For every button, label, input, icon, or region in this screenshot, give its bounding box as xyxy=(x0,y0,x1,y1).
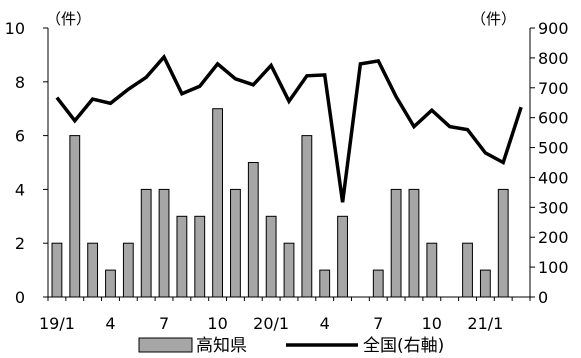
left-tick-label: 8 xyxy=(15,73,25,92)
right-tick-label: 400 xyxy=(538,168,569,187)
left-tick-label: 10 xyxy=(5,19,25,38)
bar xyxy=(283,242,295,298)
bar xyxy=(337,215,348,298)
bar xyxy=(462,242,473,298)
bar xyxy=(247,162,259,298)
legend-label-national: 全国(右軸) xyxy=(363,336,444,356)
bar-series-kochi xyxy=(51,108,509,298)
bar xyxy=(230,188,241,298)
right-tick-label: 200 xyxy=(538,228,569,247)
left-axis-unit: （件） xyxy=(46,10,91,28)
bar xyxy=(158,188,170,298)
bar xyxy=(372,269,384,298)
bar xyxy=(87,242,99,298)
bar xyxy=(408,188,420,298)
bar xyxy=(426,242,438,298)
x-tick-label: 19/1 xyxy=(39,314,75,333)
right-tick-label: 100 xyxy=(538,258,569,277)
bar xyxy=(194,215,206,298)
right-tick-label: 600 xyxy=(538,109,569,128)
x-tick-label: 7 xyxy=(159,314,169,333)
bar xyxy=(390,188,402,298)
right-tick-label: 500 xyxy=(538,139,569,158)
x-tick-label: 4 xyxy=(105,314,115,333)
bar xyxy=(319,269,331,298)
left-tick-label: 6 xyxy=(15,127,25,146)
bar xyxy=(69,135,81,298)
bar xyxy=(176,215,188,298)
bar xyxy=(301,135,313,298)
left-tick-label: 2 xyxy=(15,234,25,253)
x-tick-label: 7 xyxy=(373,314,383,333)
bar xyxy=(140,188,152,298)
legend-bar-swatch xyxy=(138,337,193,353)
bar xyxy=(212,108,224,298)
right-tick-label: 0 xyxy=(538,288,548,307)
bar xyxy=(51,242,63,298)
bar xyxy=(479,269,491,298)
x-tick-label: 20/1 xyxy=(253,314,289,333)
x-tick-label: 10 xyxy=(422,314,442,333)
left-tick-label: 4 xyxy=(15,180,25,199)
legend: 高知県 全国(右軸) xyxy=(138,336,444,356)
x-tick-label: 21/1 xyxy=(467,314,503,333)
national-line xyxy=(55,53,523,203)
x-tick-label: 10 xyxy=(207,314,227,333)
x-tick-label: 4 xyxy=(320,314,330,333)
left-tick-label: 0 xyxy=(15,288,25,307)
axes xyxy=(43,27,535,301)
right-tick-label: 300 xyxy=(538,198,569,217)
line-series-national xyxy=(55,53,523,203)
right-tick-label: 900 xyxy=(538,19,569,38)
legend-label-kochi: 高知県 xyxy=(196,336,247,356)
bar xyxy=(105,269,116,298)
right-tick-label: 800 xyxy=(538,49,569,68)
bar xyxy=(265,215,277,298)
bar xyxy=(122,242,134,298)
right-axis-unit: （件） xyxy=(471,10,516,28)
right-tick-label: 700 xyxy=(538,79,569,98)
bar xyxy=(497,188,509,298)
